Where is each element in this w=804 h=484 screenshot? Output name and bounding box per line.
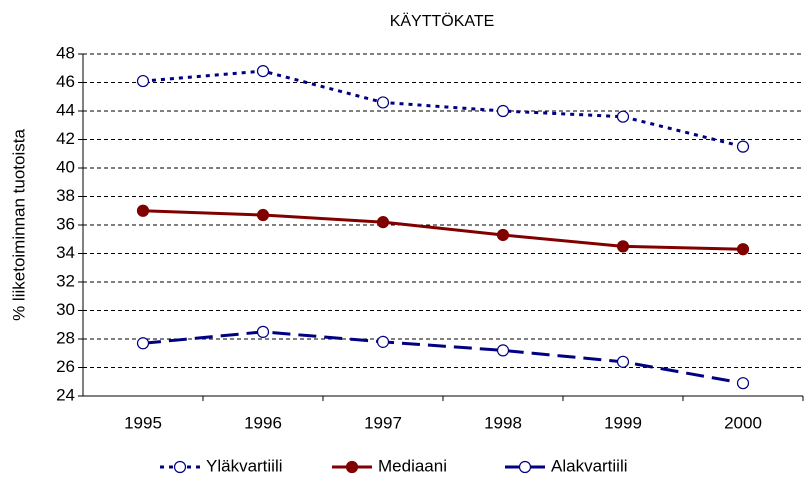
marker bbox=[376, 216, 390, 229]
legend-label: Yläkvartiili bbox=[206, 456, 283, 475]
y-tick-label: 42 bbox=[56, 129, 75, 148]
x-tick-label: 1996 bbox=[244, 413, 282, 432]
line bbox=[142, 330, 744, 385]
marker bbox=[136, 74, 150, 88]
x-tick-label: 2000 bbox=[724, 413, 762, 432]
legend-label: Alakvartiili bbox=[551, 456, 628, 475]
y-tick-label: 28 bbox=[56, 328, 75, 347]
chart-title: KÄYTTÖKATE bbox=[390, 12, 495, 30]
y-tick-label: 44 bbox=[56, 100, 75, 119]
line bbox=[142, 69, 744, 149]
x-tick-label: 1998 bbox=[484, 413, 522, 432]
y-tick-label: 30 bbox=[56, 300, 75, 319]
marker bbox=[616, 240, 630, 253]
y-tick-label: 46 bbox=[56, 72, 75, 91]
marker bbox=[496, 228, 510, 242]
marker bbox=[256, 208, 270, 222]
marker bbox=[136, 204, 150, 217]
y-tick-label: 26 bbox=[56, 357, 75, 376]
marker bbox=[256, 325, 270, 338]
y-tick-label: 48 bbox=[56, 43, 75, 62]
legend-marker bbox=[345, 460, 359, 474]
marker bbox=[136, 337, 150, 350]
line bbox=[142, 209, 744, 251]
legend-marker bbox=[518, 460, 532, 474]
marker bbox=[616, 110, 630, 123]
marker bbox=[736, 140, 750, 153]
marker bbox=[736, 377, 750, 390]
y-tick-label: 38 bbox=[56, 186, 75, 205]
legend-label: Mediaani bbox=[378, 456, 447, 475]
marker bbox=[736, 243, 750, 256]
marker bbox=[616, 355, 630, 368]
y-tick-label: 36 bbox=[56, 214, 75, 233]
y-tick-label: 34 bbox=[56, 243, 75, 262]
y-tick-label: 32 bbox=[56, 271, 75, 290]
legend-marker bbox=[173, 460, 187, 474]
x-tick-label: 1997 bbox=[364, 413, 402, 432]
y-tick-label: 40 bbox=[56, 157, 75, 176]
y-axis-label: % liiketoiminnan tuotoista bbox=[9, 129, 28, 321]
marker bbox=[496, 344, 510, 357]
x-tick-label: 1995 bbox=[124, 413, 162, 432]
x-tick-label: 1999 bbox=[604, 413, 642, 432]
marker bbox=[376, 96, 390, 109]
marker bbox=[256, 64, 270, 78]
marker bbox=[496, 104, 510, 118]
marker bbox=[376, 335, 390, 348]
y-tick-label: 24 bbox=[56, 385, 75, 404]
